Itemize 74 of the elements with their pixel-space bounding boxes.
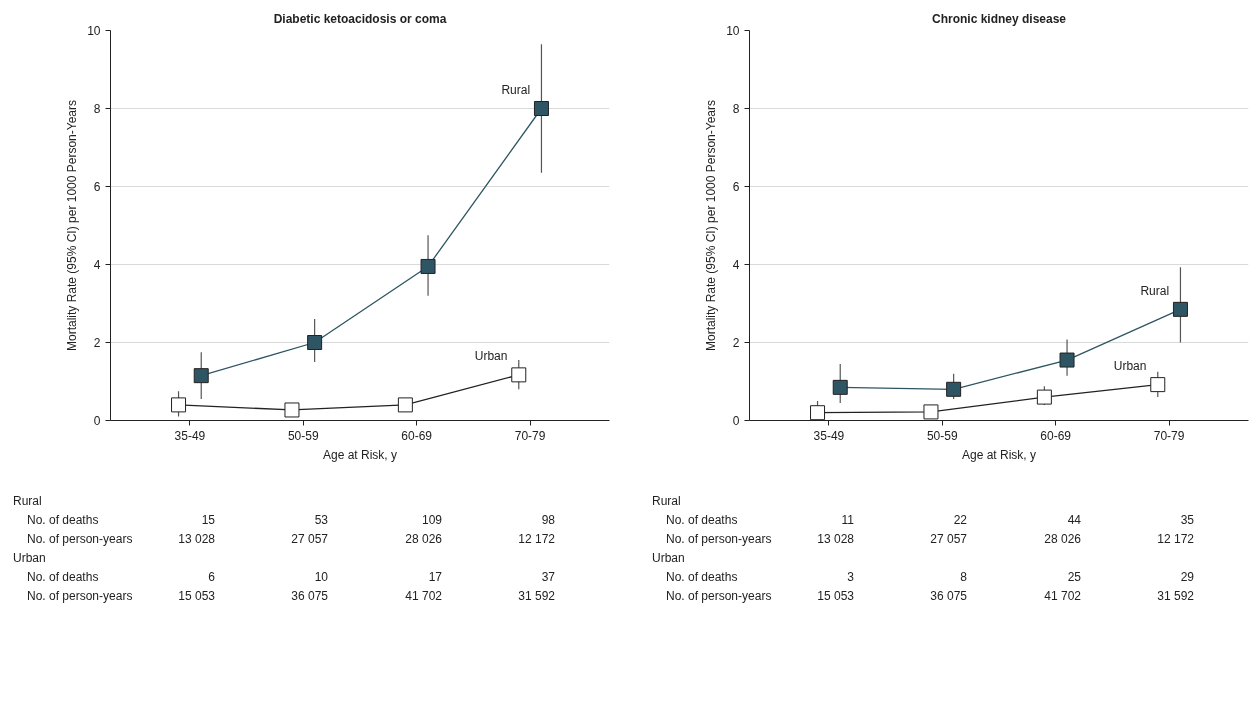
text: No. of deaths (666, 512, 738, 528)
text: No. of person-years (666, 531, 772, 547)
text: No. of person-years (27, 588, 133, 604)
text: No. of deaths (666, 569, 738, 585)
text: No. of deaths (27, 569, 99, 585)
text: 3 (847, 569, 854, 585)
text: 35 (1180, 512, 1194, 528)
text: Urban (13, 550, 46, 566)
text: 15 053 (817, 588, 854, 604)
text: 10 (314, 569, 328, 585)
text: 25 (1067, 569, 1081, 585)
text: 41 702 (405, 588, 442, 604)
text: 28 026 (405, 531, 442, 547)
x-tick-label: 60-69 (401, 428, 433, 443)
x-tick-label: 35-49 (813, 428, 845, 443)
text: 31 592 (1157, 588, 1194, 604)
text: 109 (421, 512, 442, 528)
y-tick-label: 6 (93, 180, 101, 194)
text: Rural (13, 493, 42, 509)
text: No. of deaths (27, 512, 99, 528)
y-tick-label: 2 (732, 336, 740, 350)
text: 98 (541, 512, 555, 528)
y-axis-title: Mortality Rate (95% CI) per 1000 Person-Years (65, 99, 80, 351)
text: 44 (1067, 512, 1081, 528)
x-axis-title: Age at Risk, y (322, 447, 398, 462)
y-axis-title: Mortality Rate (95% CI) per 1000 Person-Years (704, 99, 719, 351)
text: 13 028 (178, 531, 215, 547)
text: 27 057 (930, 531, 967, 547)
x-tick-label: 60-69 (1040, 428, 1072, 443)
series-label: Urban (1113, 358, 1147, 373)
text: 53 (314, 512, 328, 528)
text: 12 172 (518, 531, 555, 547)
chart-title: Diabetic ketoacidosis or coma (273, 11, 447, 26)
y-tick-label: 6 (732, 180, 740, 194)
y-tick-label: 8 (93, 102, 101, 116)
y-tick-label: 0 (732, 414, 740, 428)
text: 36 075 (291, 588, 328, 604)
x-tick-label: 70-79 (1153, 428, 1185, 443)
text: 13 028 (817, 531, 854, 547)
text: 36 075 (930, 588, 967, 604)
text: 22 (953, 512, 967, 528)
text: Rural (652, 493, 681, 509)
text: 31 592 (518, 588, 555, 604)
text: 28 026 (1044, 531, 1081, 547)
text: No. of person-years (27, 531, 133, 547)
text: 15 053 (178, 588, 215, 604)
x-tick-label: 50-59 (926, 428, 958, 443)
text: 41 702 (1044, 588, 1081, 604)
text: 12 172 (1157, 531, 1194, 547)
y-tick-label: 2 (93, 336, 101, 350)
text: 11 (841, 512, 854, 528)
text: No. of person-years (666, 588, 772, 604)
x-tick-label: 50-59 (287, 428, 319, 443)
y-tick-label: 4 (93, 258, 101, 272)
x-tick-label: 35-49 (174, 428, 206, 443)
text: 15 (201, 512, 215, 528)
chart-title: Chronic kidney disease (931, 11, 1067, 26)
text: 6 (208, 569, 215, 585)
series-label: Urban (474, 349, 508, 364)
y-tick-label: 10 (87, 24, 101, 38)
text: Urban (652, 550, 685, 566)
text: 27 057 (291, 531, 328, 547)
y-tick-label: 8 (732, 102, 740, 116)
text: 37 (541, 569, 555, 585)
series-label: Rural (1140, 283, 1170, 298)
text: 17 (428, 569, 442, 585)
x-tick-label: 70-79 (514, 428, 546, 443)
x-axis-title: Age at Risk, y (961, 447, 1037, 462)
series-label: Rural (501, 82, 531, 97)
y-tick-label: 0 (93, 414, 101, 428)
text: 8 (960, 569, 967, 585)
y-tick-label: 10 (726, 24, 740, 38)
y-tick-label: 4 (732, 258, 740, 272)
text: 29 (1180, 569, 1194, 585)
